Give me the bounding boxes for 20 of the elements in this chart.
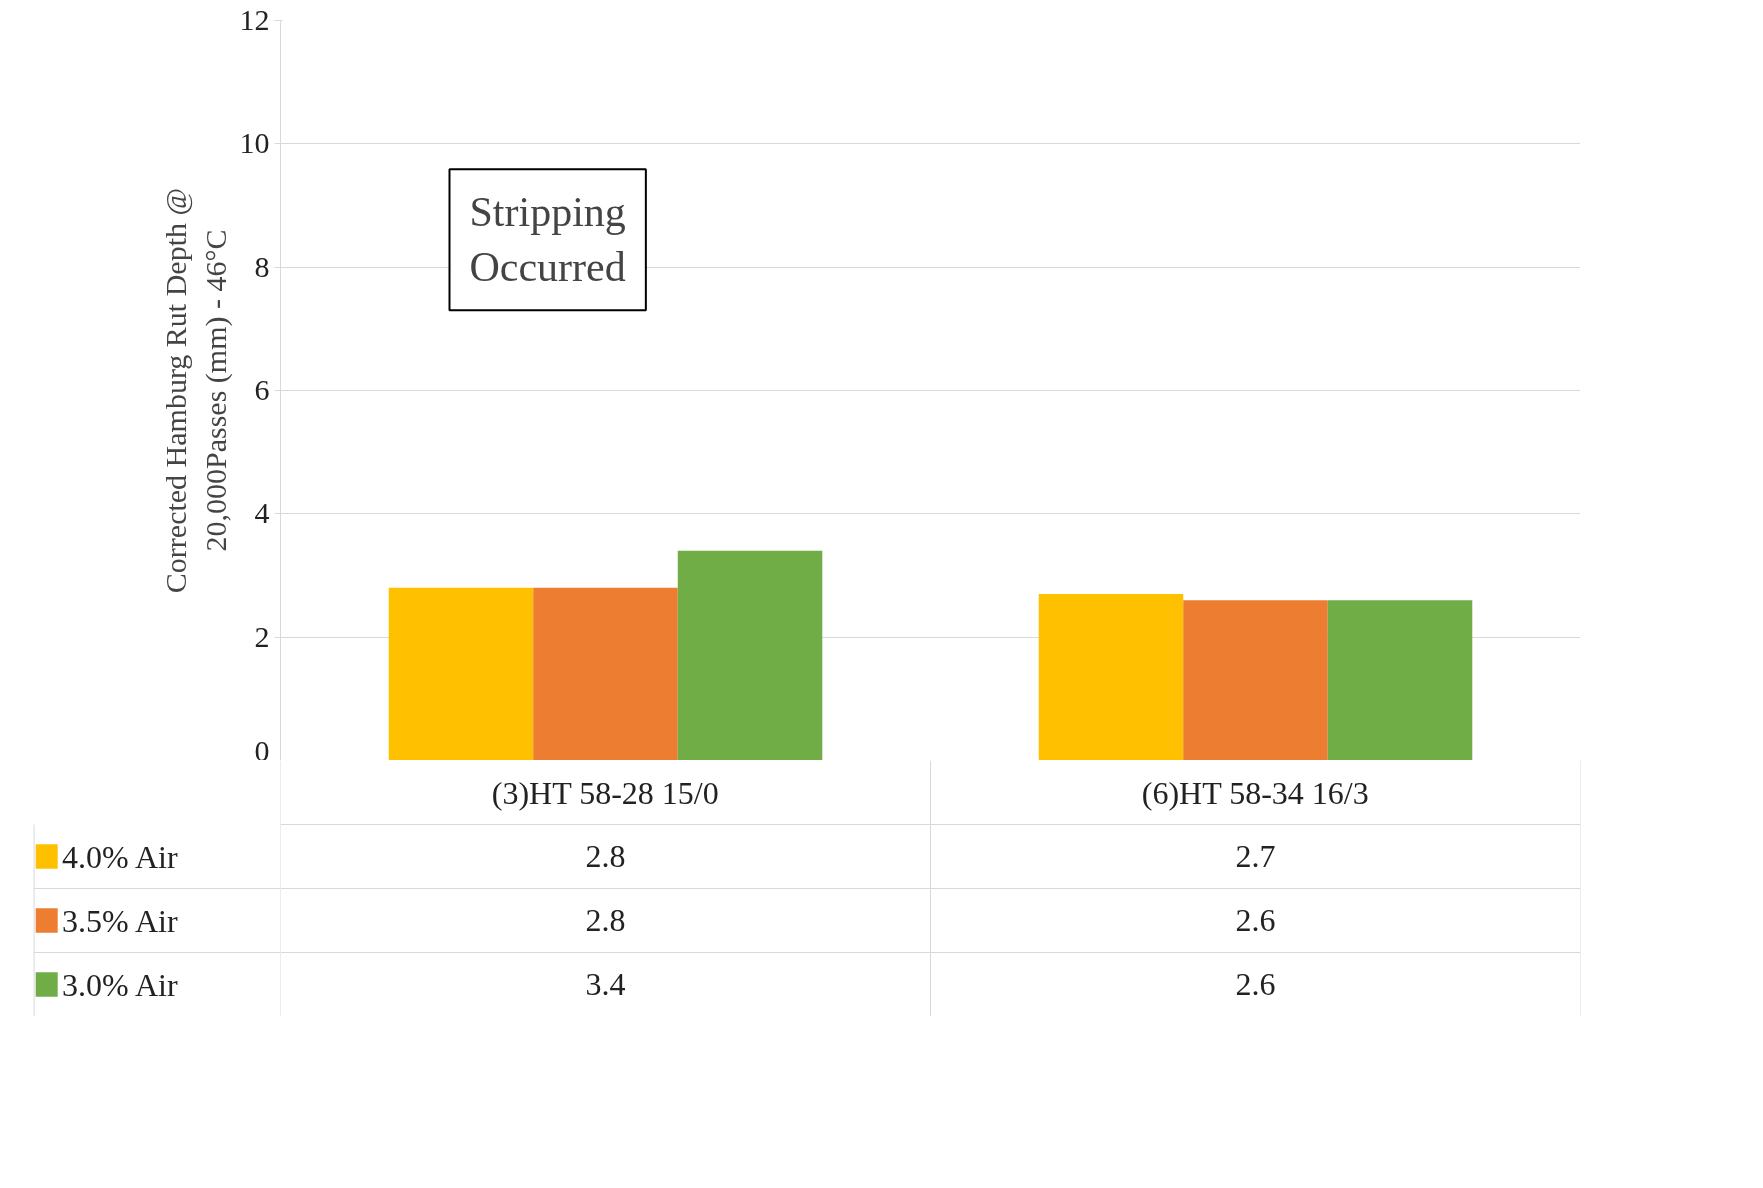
y-tick-label: 6 [254, 373, 270, 406]
x-tick-label: (6)HT 58-34 16/3 [1141, 774, 1369, 811]
data-label: 2.6 [1235, 966, 1276, 1002]
y-axis-title: Corrected Hamburg Rut Depth @ 20,000Passes (mm) - 46°C [158, 187, 233, 594]
data-label: 3.4 [585, 966, 626, 1002]
y-tick-label: 0 [254, 733, 270, 767]
y-tick-label: 10 [239, 126, 270, 160]
y-tick-label: 8 [254, 249, 270, 283]
y-tick-label: 2 [254, 619, 270, 653]
data-label: 2.8 [585, 838, 626, 874]
y-tick-label: 12 [239, 3, 270, 36]
data-label: 2.7 [1235, 838, 1276, 874]
legend-label: 3.0% Air [62, 966, 178, 1003]
data-label: 2.8 [585, 902, 626, 938]
x-tick-label: (3)HT 58-28 15/0 [491, 774, 719, 811]
legend-label: 3.5% Air [62, 902, 178, 939]
data-label: 2.6 [1235, 902, 1276, 938]
y-tick-label: 4 [254, 496, 270, 530]
annotation: Stripping Occurred [469, 189, 626, 291]
legend-label: 4.0% Air [62, 838, 178, 875]
